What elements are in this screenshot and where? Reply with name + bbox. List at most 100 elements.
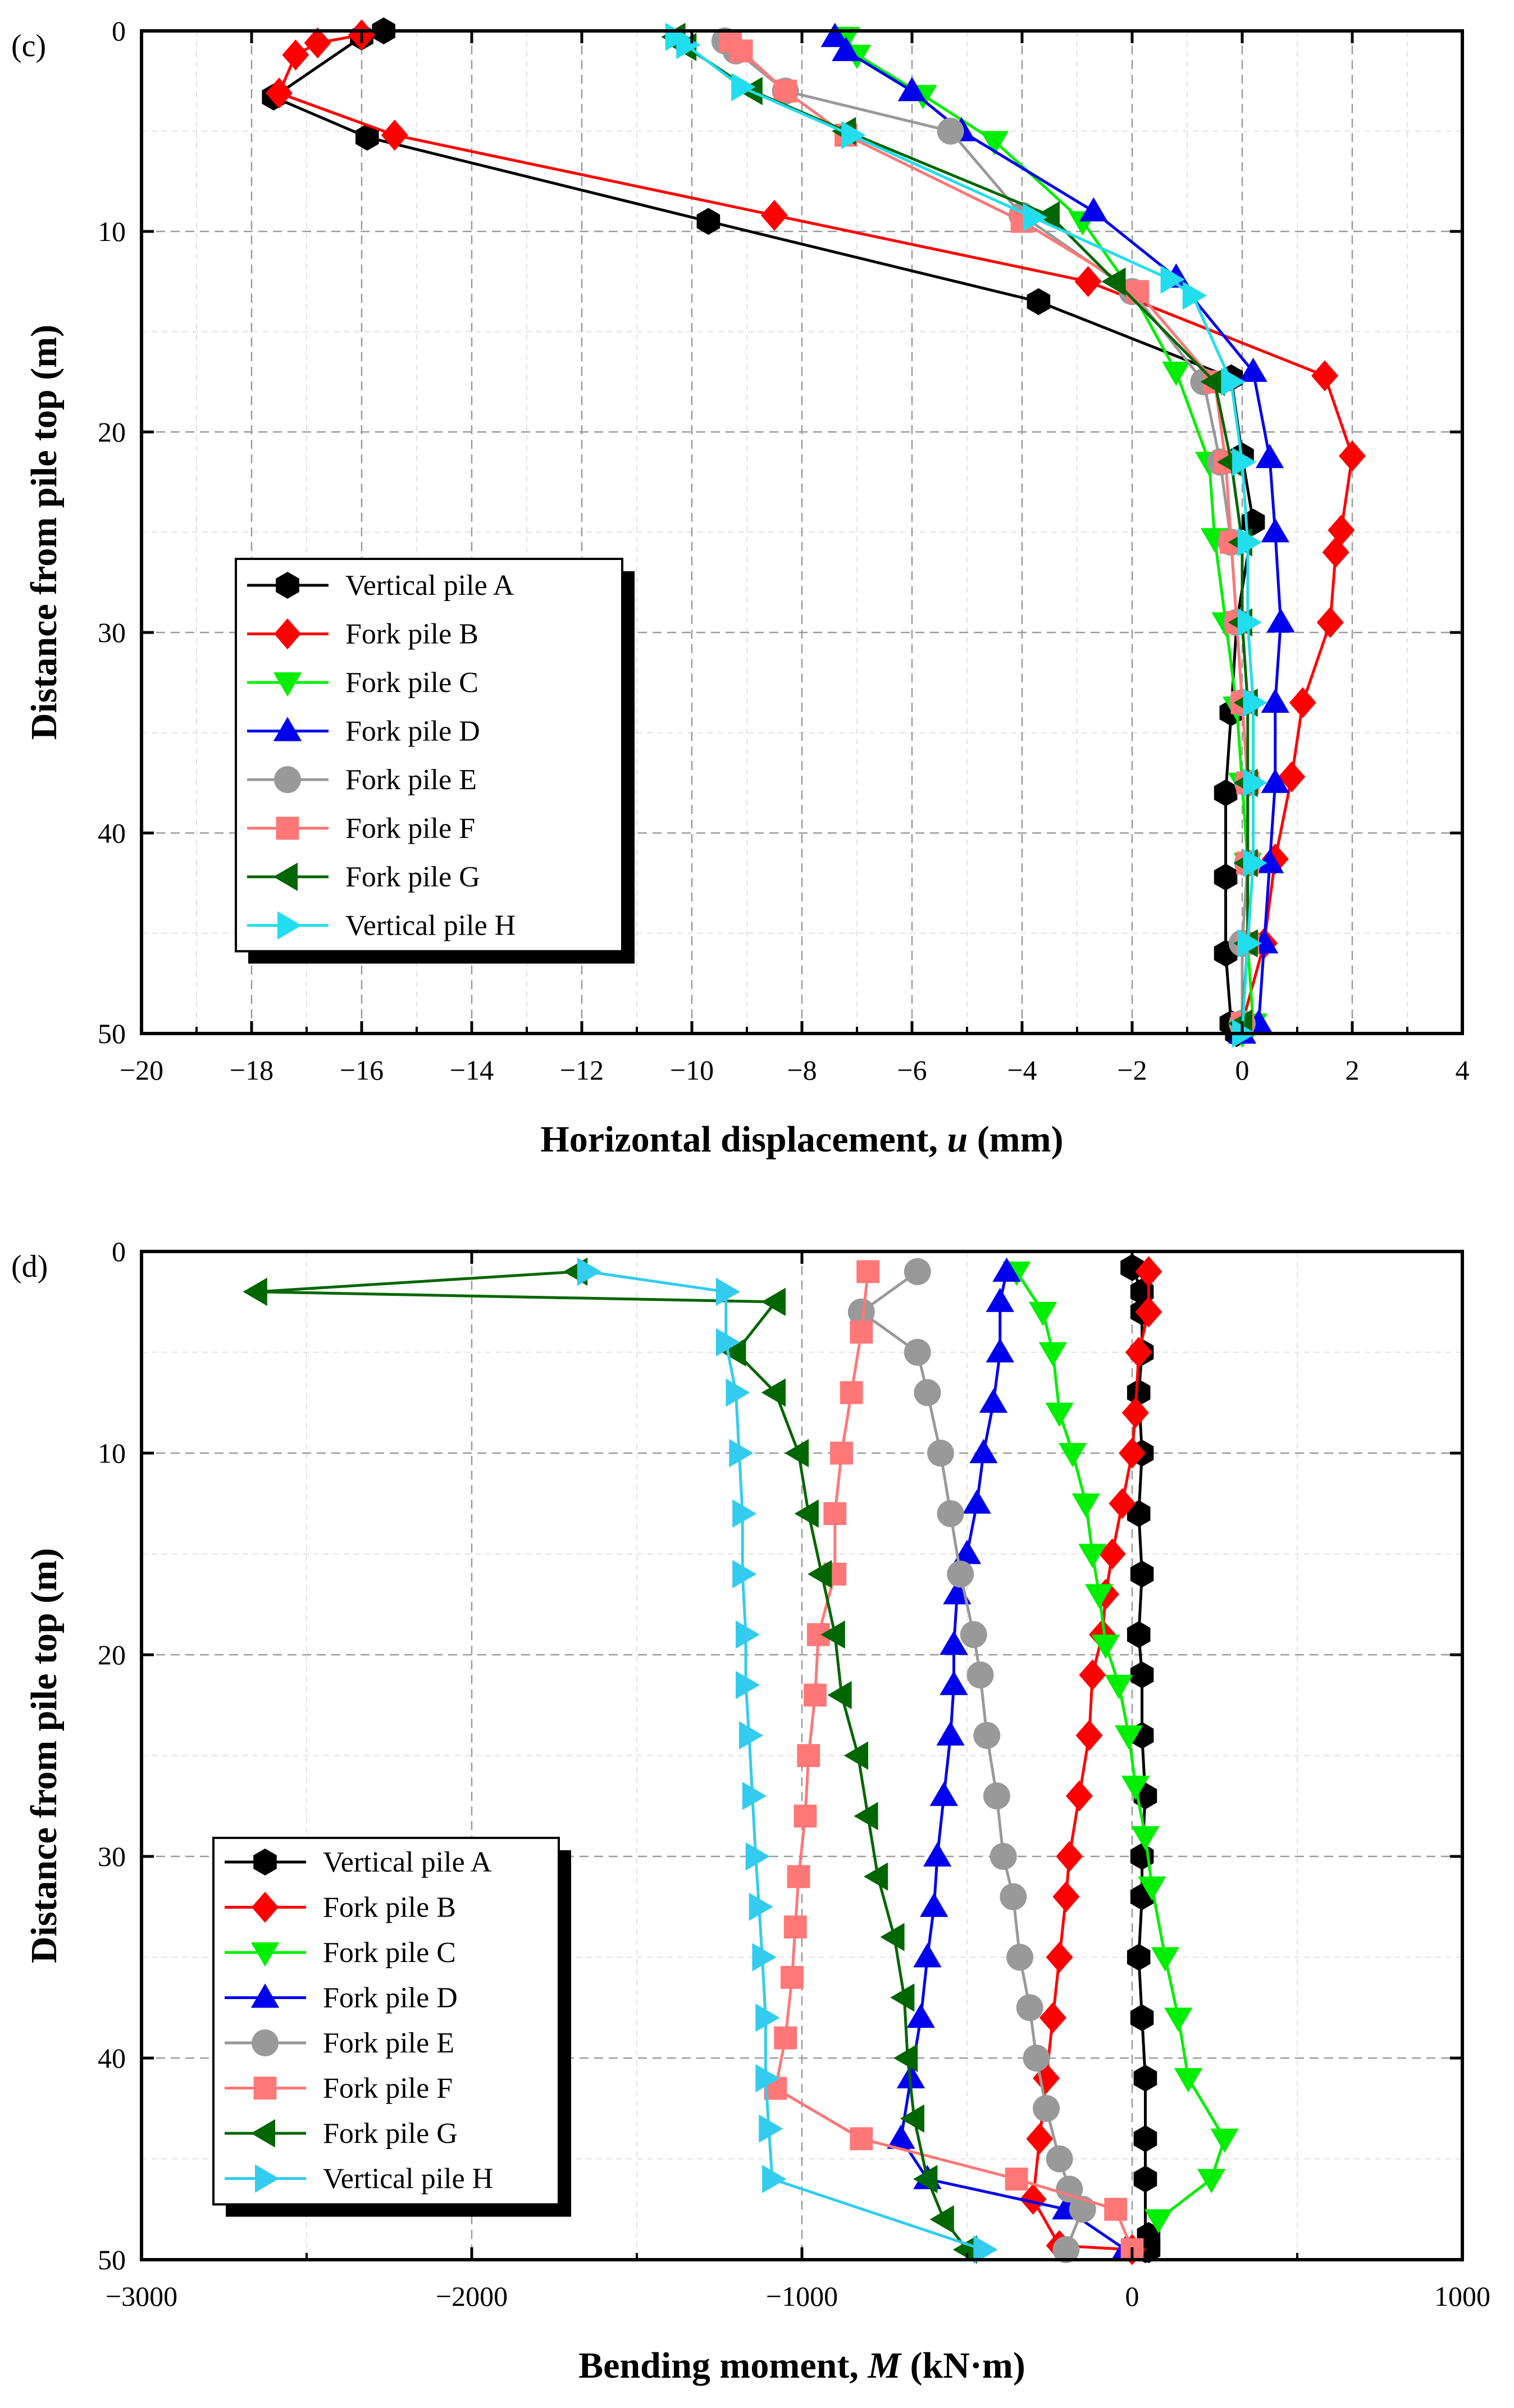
data-point — [304, 27, 331, 58]
data-point — [937, 117, 964, 145]
data-point — [1127, 1943, 1151, 1971]
data-point — [755, 2064, 780, 2093]
data-point — [969, 1439, 998, 1463]
legend-label: Vertical pile H — [345, 910, 516, 942]
x-tick-label: −8 — [787, 1054, 817, 1086]
data-point — [973, 2235, 998, 2264]
data-point — [1255, 849, 1284, 873]
y-tick-label: 0 — [112, 1236, 126, 1267]
data-point — [850, 1321, 873, 1344]
data-point — [1119, 1437, 1146, 1469]
data-point — [854, 1802, 878, 1831]
data-point — [900, 2104, 924, 2133]
data-point — [1000, 1883, 1027, 1910]
legend-item: Vertical pile A — [225, 1846, 492, 1878]
data-point — [856, 1260, 879, 1283]
chart-panel-d: −3000 −2000 −1000 0 1000 0 10 20 30 40 50 (d) Bendin… — [11, 1236, 1490, 2386]
data-point — [843, 1741, 868, 1770]
data-point — [804, 1683, 827, 1707]
x-tick-label: 2 — [1346, 1054, 1360, 1086]
x-tick-label: −2000 — [436, 2280, 508, 2312]
data-point — [745, 1842, 770, 1871]
data-point — [1039, 2002, 1066, 2033]
data-point — [1210, 2128, 1239, 2153]
x-axis-title-main: Horizontal displacement, — [540, 1119, 947, 1160]
legend-item: Vertical pile A — [247, 570, 514, 602]
legend-marker — [250, 2119, 275, 2148]
data-point — [923, 1842, 952, 1867]
legend-marker — [274, 766, 301, 793]
data-point — [832, 37, 860, 61]
data-point — [759, 2114, 783, 2143]
data-point — [1239, 357, 1267, 382]
legend-label: Fork pile B — [323, 1892, 456, 1924]
legend-marker — [250, 1942, 280, 1967]
data-point — [381, 120, 408, 151]
data-point — [1052, 1881, 1080, 1913]
legend-label: Fork pile E — [323, 2027, 454, 2059]
data-point — [983, 1782, 1010, 1810]
data-point — [1045, 1403, 1074, 1427]
legend-label: Vertical pile A — [345, 570, 514, 602]
data-point — [1023, 2045, 1050, 2072]
data-point — [820, 22, 849, 47]
series-line — [271, 29, 1255, 1035]
legend-item: Fork pile E — [225, 2027, 454, 2059]
x-tick-label: −12 — [560, 1054, 604, 1086]
data-point — [840, 1381, 863, 1404]
data-point — [787, 1865, 810, 1888]
data-point — [1126, 280, 1150, 303]
legend-item: Vertical pile H — [225, 2163, 493, 2195]
data-point — [1130, 2004, 1154, 2032]
data-point — [827, 1681, 852, 1709]
data-point — [940, 1630, 968, 1655]
data-point — [1261, 768, 1289, 793]
legend-marker — [250, 1983, 280, 2008]
data-point — [952, 2235, 977, 2264]
series-fork-pile-c — [1002, 1261, 1239, 2234]
x-tick-label: 0 — [1235, 1054, 1249, 1086]
data-point — [715, 1277, 740, 1306]
x-axis-title: Horizontal displacement, u (mm) — [540, 1119, 1063, 1160]
x-axis-title-variable: M — [867, 2345, 902, 2386]
data-point — [761, 1287, 786, 1316]
data-point — [731, 72, 756, 102]
data-point — [980, 131, 1009, 156]
data-point — [1125, 1336, 1152, 1368]
data-point — [1121, 1776, 1150, 1800]
data-point — [936, 1721, 965, 1746]
data-point — [784, 1439, 809, 1468]
data-point — [929, 1782, 958, 1806]
data-point — [1127, 1379, 1151, 1406]
data-point — [752, 1943, 777, 1972]
legend-label: Vertical pile H — [323, 2163, 493, 2195]
legend-marker — [255, 2164, 280, 2193]
data-point — [1005, 2168, 1028, 2191]
x-tick-label: 0 — [1125, 2280, 1139, 2312]
y-axis-title: Distance from pile top (m) — [24, 1548, 65, 1963]
data-point — [887, 2124, 915, 2149]
data-point — [1071, 1493, 1100, 1518]
data-point — [880, 1923, 905, 1951]
y-tick-label: 30 — [98, 1841, 126, 1872]
data-point — [1023, 203, 1047, 232]
data-point — [841, 121, 866, 149]
data-point — [1138, 1876, 1166, 1901]
data-point — [947, 1560, 974, 1588]
legend-label: Fork pile F — [345, 813, 475, 845]
chart-panel-c: −20 −18 −16 −14 −12 −10 −8 −6 −4 −2 0 2 401020304050… — [11, 15, 1470, 1160]
x-axis-title-unit: (mm) — [968, 1119, 1063, 1160]
series-fork-pile-d — [820, 22, 1295, 1044]
data-point — [927, 1440, 954, 1467]
legend-label: Fork pile G — [345, 861, 480, 893]
data-point — [761, 1378, 786, 1407]
data-point — [1278, 761, 1306, 793]
x-axis-title-variable: u — [947, 1119, 968, 1160]
data-point — [952, 1540, 982, 1564]
data-point — [1214, 863, 1238, 891]
legend-marker — [252, 1891, 279, 1923]
data-point — [1174, 2068, 1203, 2093]
x-tick-label: −1000 — [766, 2280, 838, 2312]
